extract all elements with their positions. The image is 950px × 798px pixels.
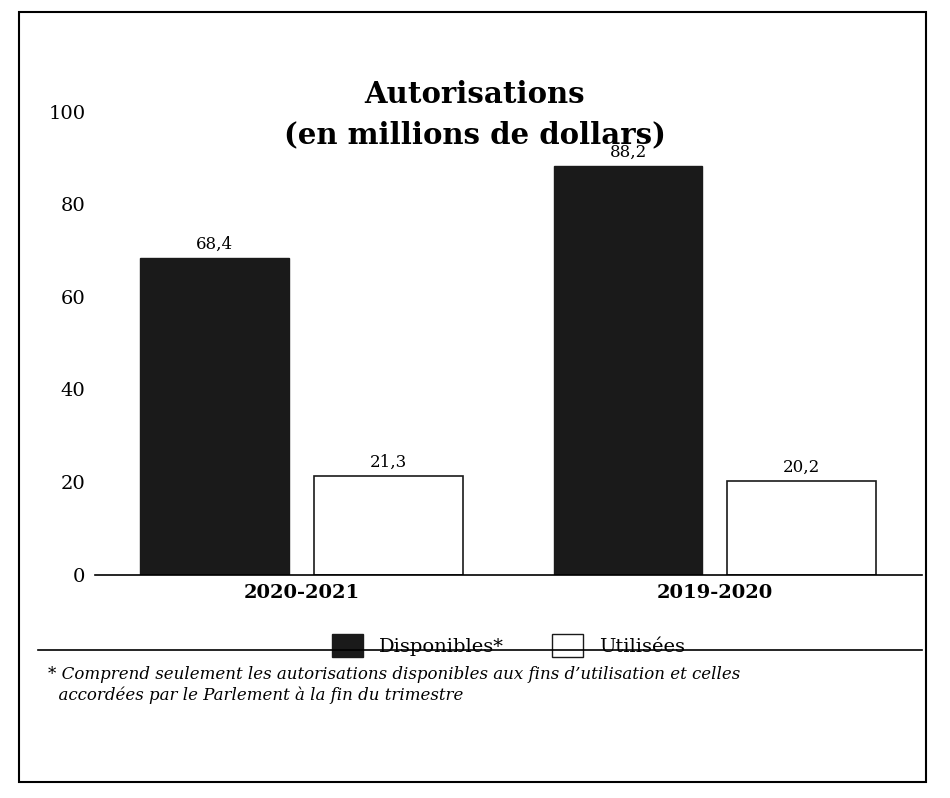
Text: 68,4: 68,4 bbox=[197, 235, 234, 252]
Text: 88,2: 88,2 bbox=[610, 144, 647, 160]
Text: Autorisations
(en millions de dollars): Autorisations (en millions de dollars) bbox=[284, 80, 666, 149]
Text: 21,3: 21,3 bbox=[370, 453, 407, 471]
Bar bbox=[728, 481, 876, 575]
Bar bbox=[554, 166, 702, 575]
Legend: Disponibles*, Utilisées: Disponibles*, Utilisées bbox=[322, 625, 694, 666]
Bar bbox=[314, 476, 463, 575]
Text: * Comprend seulement les autorisations disponibles aux fins d’utilisation et cel: * Comprend seulement les autorisations d… bbox=[48, 666, 740, 704]
Text: 20,2: 20,2 bbox=[783, 459, 820, 476]
Bar bbox=[141, 258, 289, 575]
